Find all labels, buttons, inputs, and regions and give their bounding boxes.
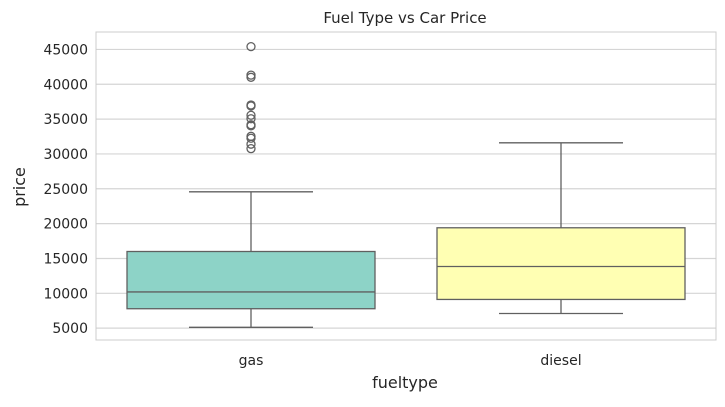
outlier-point — [246, 139, 256, 149]
box-diesel — [436, 142, 686, 315]
y-tick-label: 40000 — [43, 77, 88, 93]
y-tick-labels: 5000 10000 15000 20000 25000 30000 35000 40000 4… — [43, 42, 88, 337]
outlier-point — [246, 143, 256, 154]
y-tick-label: 25000 — [43, 182, 88, 198]
iqr-box — [126, 250, 376, 310]
y-tick-label: 35000 — [43, 112, 88, 128]
x-tick-labels: gas diesel — [239, 353, 582, 369]
iqr-box — [436, 227, 686, 301]
y-tick-label: 45000 — [43, 42, 88, 58]
x-tick-label: gas — [239, 353, 264, 369]
plot-frame — [95, 31, 717, 341]
boxes — [126, 41, 686, 328]
y-tick-label: 10000 — [43, 286, 88, 302]
y-tick-label: 20000 — [43, 217, 88, 233]
outlier-point — [246, 41, 256, 52]
outlier-point — [246, 101, 256, 111]
outlier-point — [246, 110, 256, 120]
y-tick-label: 15000 — [43, 251, 88, 267]
y-tick-label: 5000 — [52, 321, 88, 337]
box-gas — [126, 41, 376, 328]
y-tick-label: 30000 — [43, 147, 88, 163]
chart-title: Fuel Type vs Car Price — [323, 9, 486, 27]
outlier-point — [246, 133, 256, 143]
outlier-point — [246, 114, 256, 124]
x-axis-label: fueltype — [372, 373, 438, 392]
y-axis-label: price — [10, 167, 29, 207]
outlier-point — [246, 72, 256, 82]
x-tick-label: diesel — [540, 353, 581, 369]
outlier-point — [246, 121, 256, 131]
